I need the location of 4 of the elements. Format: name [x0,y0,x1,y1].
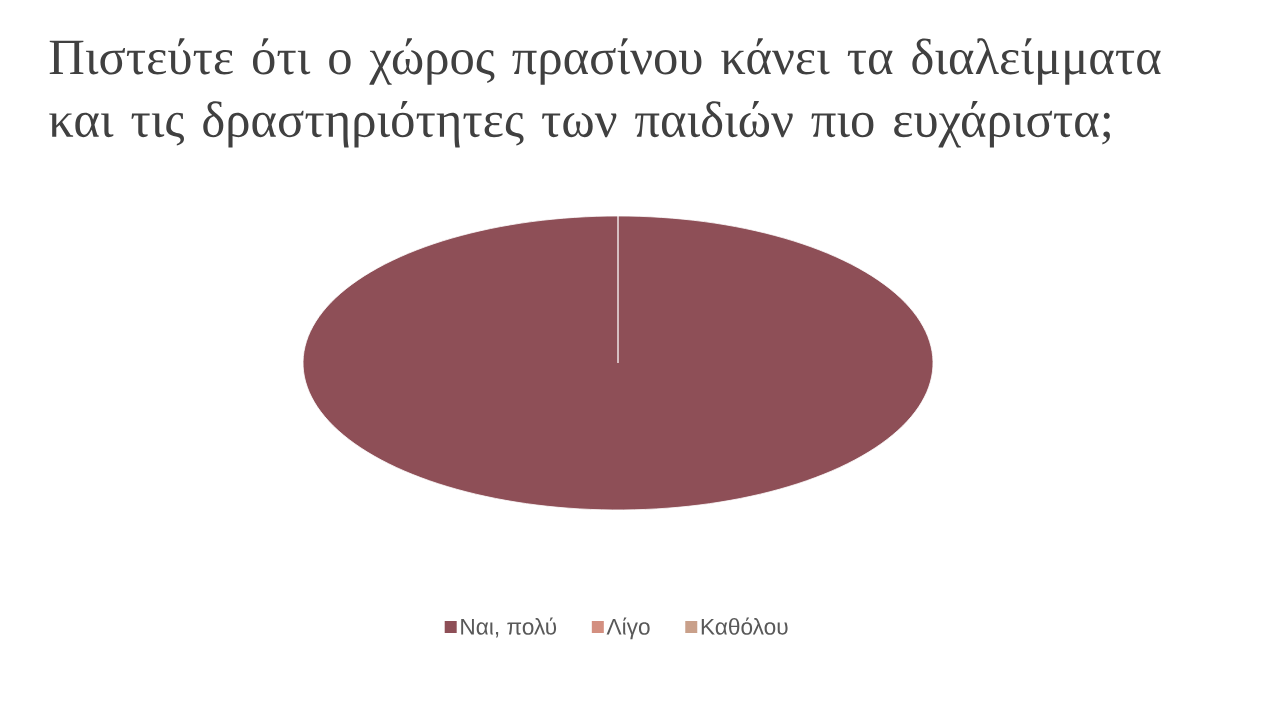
legend-label: Ναι, πολύ [461,617,557,638]
legend-label: Λίγο [606,617,650,640]
legend-label: Καθόλου [701,617,788,635]
chart-title: Πιστεύτε ότι ο χώρος πρασίνου κάνει τα διαλείμματα και τις δραστηριότητες των παιδιών πιο ευχάριστα; [49,38,1161,148]
